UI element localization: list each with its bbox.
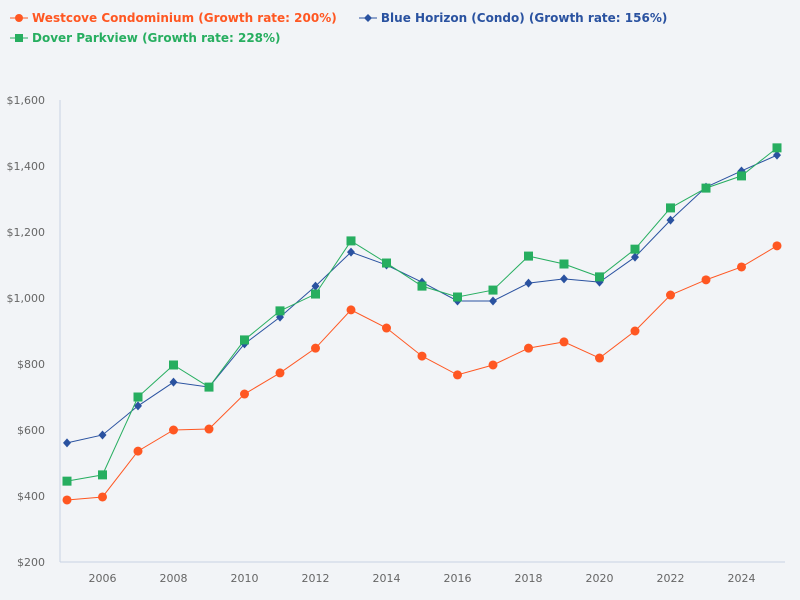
- y-tick-label: $200: [17, 556, 45, 569]
- legend-item-dover-parkview[interactable]: Dover Parkview (Growth rate: 228%): [10, 28, 281, 48]
- legend-label: Blue Horizon (Condo) (Growth rate: 156%): [380, 11, 668, 25]
- data-point[interactable]: [488, 285, 498, 295]
- y-tick-label: $400: [17, 490, 45, 503]
- data-point[interactable]: [559, 259, 569, 269]
- data-point[interactable]: [559, 337, 569, 347]
- data-point[interactable]: [133, 392, 143, 402]
- data-point[interactable]: [524, 343, 533, 353]
- data-point[interactable]: [311, 289, 320, 299]
- data-point[interactable]: [382, 258, 391, 268]
- data-point[interactable]: [701, 275, 711, 285]
- data-point[interactable]: [346, 236, 356, 246]
- square-marker-icon: [10, 34, 28, 42]
- data-point[interactable]: [240, 335, 249, 345]
- y-tick-label: $1,400: [7, 160, 46, 173]
- diamond-marker-icon: [358, 14, 377, 22]
- legend-item-blue-horizon[interactable]: Blue Horizon (Condo) (Growth rate: 156%): [358, 8, 668, 28]
- data-point[interactable]: [346, 305, 356, 315]
- data-point[interactable]: [98, 470, 107, 480]
- y-tick-label: $600: [17, 424, 45, 437]
- x-tick-label: 2012: [302, 572, 330, 585]
- data-point[interactable]: [772, 241, 782, 251]
- x-tick-label: 2022: [657, 572, 685, 585]
- data-point[interactable]: [560, 274, 568, 284]
- data-point[interactable]: [737, 262, 746, 272]
- data-point[interactable]: [275, 368, 285, 378]
- data-point[interactable]: [275, 306, 285, 316]
- data-point[interactable]: [772, 143, 782, 153]
- data-point[interactable]: [524, 278, 533, 288]
- data-point[interactable]: [453, 292, 462, 302]
- data-point[interactable]: [773, 150, 781, 160]
- x-tick-label: 2010: [231, 572, 259, 585]
- data-point[interactable]: [98, 492, 107, 502]
- data-point[interactable]: [666, 290, 675, 300]
- data-point[interactable]: [240, 389, 249, 399]
- y-tick-label: $1,000: [7, 292, 46, 305]
- data-point[interactable]: [595, 272, 604, 282]
- data-point[interactable]: [489, 296, 497, 306]
- data-point[interactable]: [666, 215, 675, 225]
- y-tick-label: $1,600: [7, 94, 46, 107]
- data-point[interactable]: [204, 382, 214, 392]
- x-tick-label: 2016: [444, 572, 472, 585]
- data-point[interactable]: [701, 183, 711, 193]
- x-tick-label: 2008: [160, 572, 188, 585]
- data-point[interactable]: [62, 495, 72, 505]
- x-tick-label: 2020: [586, 572, 614, 585]
- x-tick-label: 2014: [373, 572, 401, 585]
- data-point[interactable]: [311, 281, 320, 291]
- data-point[interactable]: [488, 360, 498, 370]
- circle-marker-icon: [10, 14, 28, 22]
- data-point[interactable]: [63, 438, 71, 448]
- y-tick-label: $800: [17, 358, 45, 371]
- data-point[interactable]: [347, 247, 355, 257]
- data-point[interactable]: [311, 343, 320, 353]
- data-point[interactable]: [417, 281, 427, 291]
- data-point[interactable]: [169, 377, 178, 387]
- x-tick-label: 2018: [515, 572, 543, 585]
- data-point[interactable]: [133, 446, 143, 456]
- legend-item-westcove[interactable]: Westcove Condominium (Growth rate: 200%): [10, 8, 337, 28]
- data-point[interactable]: [62, 476, 72, 486]
- x-tick-label: 2006: [89, 572, 117, 585]
- data-point[interactable]: [204, 424, 214, 434]
- data-point[interactable]: [169, 360, 178, 370]
- data-point[interactable]: [524, 251, 533, 261]
- data-point[interactable]: [382, 323, 391, 333]
- legend: Westcove Condominium (Growth rate: 200%)…: [10, 8, 770, 48]
- data-point[interactable]: [630, 326, 640, 336]
- data-point[interactable]: [595, 353, 604, 363]
- data-point[interactable]: [134, 401, 142, 411]
- legend-label: Westcove Condominium (Growth rate: 200%): [32, 11, 337, 25]
- data-point[interactable]: [737, 171, 746, 181]
- data-point[interactable]: [666, 203, 675, 213]
- data-point[interactable]: [453, 370, 462, 380]
- y-tick-label: $1,200: [7, 226, 46, 239]
- data-point[interactable]: [169, 425, 178, 435]
- data-point[interactable]: [631, 252, 639, 262]
- data-point[interactable]: [630, 244, 640, 254]
- series-0: [62, 241, 782, 505]
- x-tick-label: 2024: [728, 572, 756, 585]
- data-point[interactable]: [417, 351, 427, 361]
- series-2: [62, 143, 782, 486]
- series-1: [63, 150, 781, 448]
- data-point[interactable]: [98, 430, 107, 440]
- legend-label: Dover Parkview (Growth rate: 228%): [32, 31, 281, 45]
